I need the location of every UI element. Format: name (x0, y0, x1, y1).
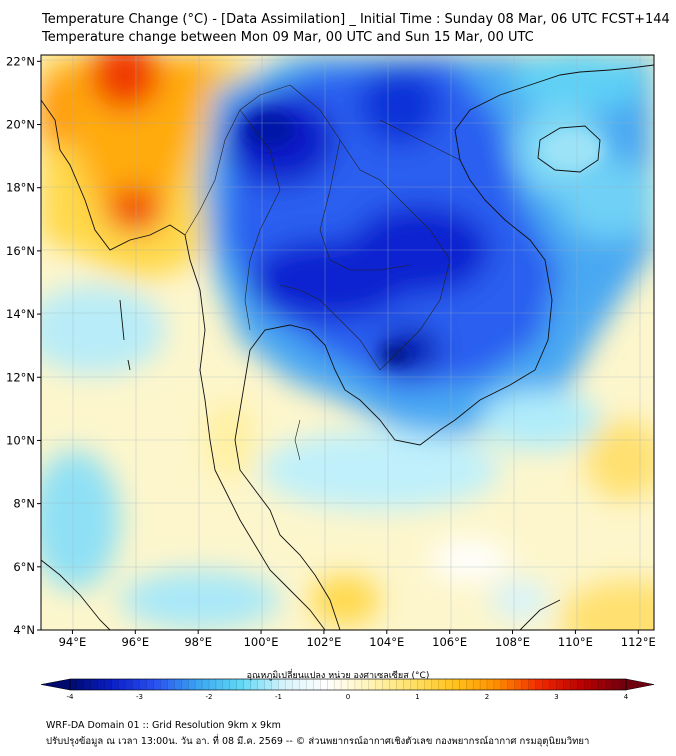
lat-tick-label: 10°N (6, 433, 35, 447)
map-title: Temperature Change (°C) - [Data Assimila… (42, 12, 670, 27)
lat-tick-label: 6°N (13, 560, 35, 574)
temperature-change-map: 22°N 20°N 18°N 16°N 14°N 12°N 10°N 8°N 6°N 4°N 94… (6, 54, 656, 700)
colorbar-tick-label: 4 (624, 693, 629, 700)
lat-tick-label: 12°N (6, 370, 35, 384)
lon-tick-label: 108°E (495, 635, 530, 649)
plot-frame (40, 54, 655, 631)
country-borders (184, 84, 461, 461)
colorbar-tick-label: 3 (554, 693, 558, 700)
colorbar-tick-label: -4 (67, 693, 75, 700)
longitude-labels: 94°E 96°E 98°E 100°E 102°E 104°E 106°E 108°E 110… (59, 635, 656, 649)
axis-ticks (37, 60, 639, 634)
colorbar-ticks: -4 -3 -2 -1 0 1 2 3 4 (67, 693, 629, 700)
lon-tick-label: 98°E (184, 635, 212, 649)
colorbar-frame (69, 678, 627, 691)
colorbar-tick-label: -3 (136, 693, 143, 700)
lon-tick-label: 112°E (621, 635, 656, 649)
lon-tick-label: 100°E (244, 635, 279, 649)
colorbar-tick-label: -2 (206, 693, 213, 700)
lat-tick-label: 8°N (13, 497, 35, 511)
lon-tick-label: 96°E (121, 635, 149, 649)
colorbar-tick-label: -1 (275, 693, 282, 700)
lat-tick-label: 16°N (6, 244, 35, 258)
latitude-labels: 22°N 20°N 18°N 16°N 14°N 12°N 10°N 8°N 6°N 4°N (6, 54, 35, 637)
footer-model-info: WRF-DA Domain 01 :: Grid Resolution 9km … (46, 720, 281, 731)
colorbar-tick-label: 1 (415, 693, 419, 700)
lon-tick-label: 106°E (432, 635, 467, 649)
colorbar-tick-label: 0 (346, 693, 350, 700)
lon-tick-label: 110°E (558, 635, 593, 649)
temperature-field (41, 55, 654, 630)
lat-tick-label: 14°N (6, 307, 35, 321)
lon-tick-label: 102°E (306, 635, 341, 649)
colorbar (40, 678, 655, 691)
lon-tick-label: 94°E (59, 635, 87, 649)
lon-tick-label: 104°E (369, 635, 404, 649)
footer-update-info: ปรับปรุงข้อมูล ณ เวลา 13:00น. วัน อา. ที… (46, 736, 590, 747)
colorbar-label: อุณหภูมิเปลี่ยนแปลง หน่วย องศาเซลเซียส (… (246, 671, 430, 681)
lat-tick-label: 4°N (13, 623, 35, 637)
coastlines (41, 64, 654, 630)
gridlines (41, 55, 654, 630)
lat-tick-label: 18°N (6, 181, 35, 195)
lat-tick-label: 22°N (6, 54, 35, 68)
colorbar-tick-label: 2 (485, 693, 489, 700)
lat-tick-label: 20°N (6, 118, 35, 132)
map-subtitle: Temperature change between Mon 09 Mar, 0… (42, 30, 534, 45)
